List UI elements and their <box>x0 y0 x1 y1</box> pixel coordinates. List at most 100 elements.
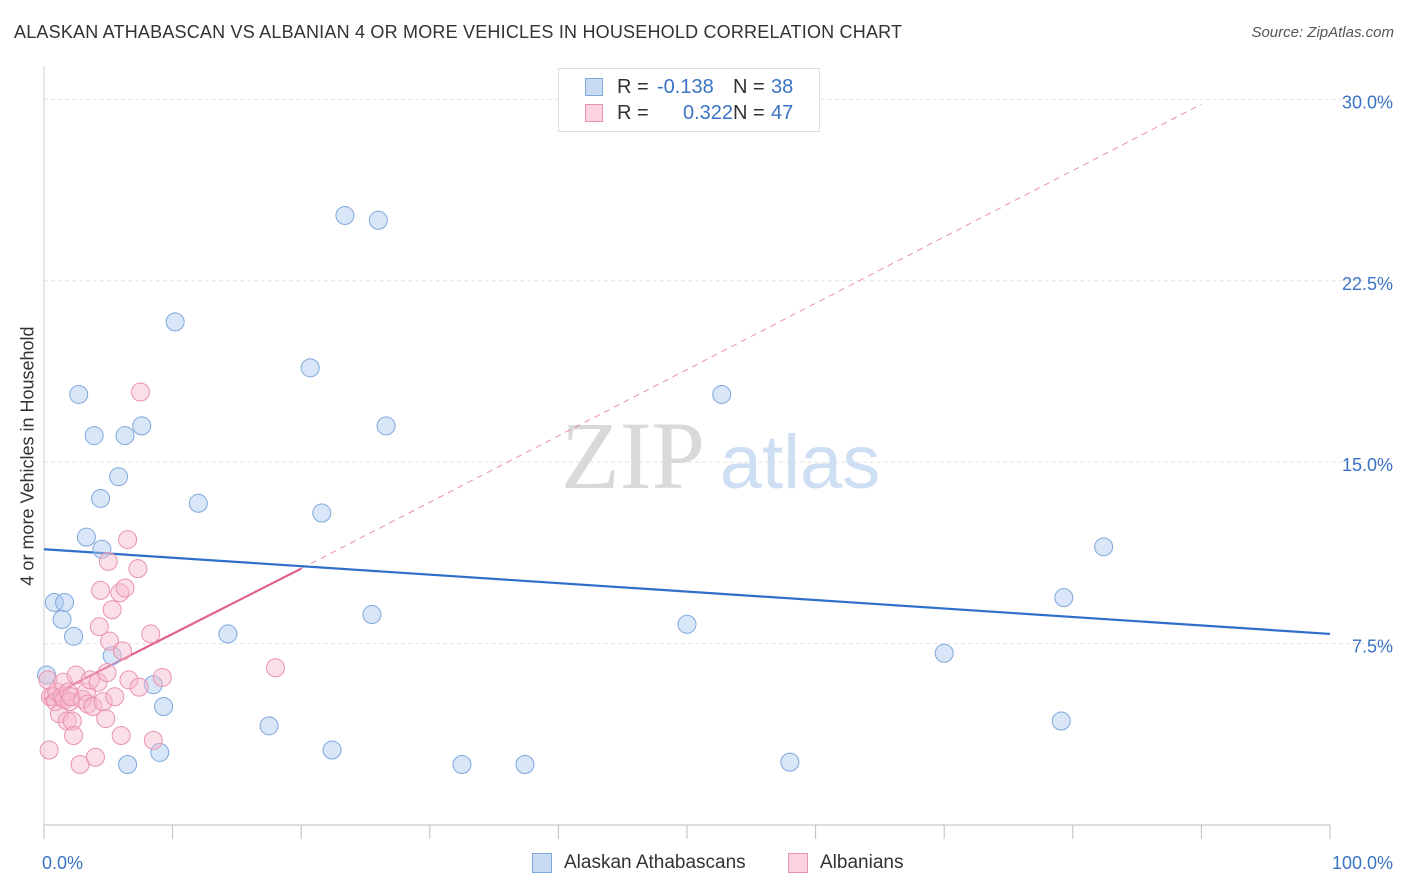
albanian-point <box>89 617 109 637</box>
legend-n-label: N = <box>733 102 765 124</box>
athabascan-point <box>165 312 185 332</box>
albanian-point <box>130 382 150 402</box>
athabascan-point <box>677 614 697 634</box>
athabascan-point <box>109 467 129 487</box>
athabascan-point <box>368 210 388 230</box>
athabascan-point <box>300 358 320 378</box>
albanian-point <box>97 663 117 683</box>
athabascan-point <box>376 416 396 436</box>
athabascan-point <box>1054 588 1074 608</box>
trend-line-1 <box>43 567 302 701</box>
albanian-point <box>119 670 139 690</box>
albanian-point <box>39 740 59 760</box>
points-layer <box>37 205 1114 775</box>
legend-swatch-athabascan <box>585 78 603 96</box>
legend-r-label: R = <box>617 102 649 124</box>
athabascan-point <box>934 643 954 663</box>
legend-r-value: 0.322 <box>683 102 734 124</box>
athabascan-point <box>150 742 170 762</box>
legend-n-value: 38 <box>771 76 794 98</box>
athabascan-point <box>64 626 84 646</box>
albanian-point <box>64 726 84 746</box>
albanian-point <box>66 665 86 685</box>
chart-title: ALASKAN ATHABASCAN VS ALBANIAN 4 OR MORE… <box>14 22 903 42</box>
y-tick-label: 15.0% <box>1342 455 1393 475</box>
grid-layer <box>44 98 1392 645</box>
x-tick-label: 100.0% <box>1332 853 1393 873</box>
athabascan-point <box>44 592 64 612</box>
athabascan-point <box>154 696 174 716</box>
trend-line-0 <box>43 548 1331 636</box>
albanian-point <box>129 677 149 697</box>
y-tick-label: 30.0% <box>1342 92 1393 112</box>
watermark: ZIP atlas <box>561 402 880 509</box>
legend-n-value: 47 <box>771 102 794 124</box>
albanian-point <box>102 600 122 620</box>
albanian-point <box>78 694 98 714</box>
bottom-legend-label-athabascan: Alaskan Athabascans <box>564 852 746 873</box>
athabascan-point <box>335 205 355 225</box>
albanian-point <box>265 658 285 678</box>
athabascan-point <box>84 426 104 446</box>
athabascan-point <box>115 426 135 446</box>
athabascan-point <box>312 503 332 523</box>
legend-swatch-albanian <box>585 104 603 122</box>
athabascan-point <box>322 740 342 760</box>
athabascan-point <box>452 755 472 775</box>
albanian-point <box>118 530 138 550</box>
athabascan-point <box>1051 711 1071 731</box>
albanian-point <box>91 580 111 600</box>
albanian-point <box>152 667 172 687</box>
albanian-point <box>61 687 81 707</box>
y-axis-label: 4 or more Vehicles in Household <box>17 326 38 586</box>
athabascan-point <box>52 609 72 629</box>
albanian-point <box>100 631 120 651</box>
tick-labels: 7.5% 15.0% 22.5% 30.0% 0.0% 100.0% <box>42 92 1393 873</box>
athabascan-point <box>515 755 535 775</box>
trend-extension-1 <box>300 103 1202 570</box>
albanian-point <box>105 687 125 707</box>
athabascan-point <box>259 716 279 736</box>
athabascan-point <box>188 493 208 513</box>
x-tick-label: 0.0% <box>42 853 83 873</box>
trend-layer <box>43 103 1331 701</box>
albanian-point <box>62 711 82 731</box>
legend-box: R = -0.138 N = 38 R = 0.322 N = 47 <box>558 68 820 132</box>
albanian-point <box>83 696 103 716</box>
athabascan-point <box>69 384 89 404</box>
albanian-point <box>96 709 116 729</box>
albanian-point <box>80 670 100 690</box>
albanian-point <box>70 755 90 775</box>
legend-r-value: -0.138 <box>657 76 714 98</box>
athabascan-point <box>76 527 96 547</box>
watermark-atlas: atlas <box>720 420 881 505</box>
albanian-point <box>128 559 148 579</box>
athabascan-point <box>118 755 138 775</box>
y-tick-label: 22.5% <box>1342 274 1393 294</box>
athabascan-point <box>91 488 111 508</box>
athabascan-point <box>1094 537 1114 557</box>
albanian-point <box>85 747 105 767</box>
athabascan-point <box>362 605 382 625</box>
athabascan-point <box>712 384 732 404</box>
athabascan-point <box>132 416 152 436</box>
albanian-point <box>115 578 135 598</box>
albanian-point <box>93 692 113 712</box>
source-label: Source: ZipAtlas.com <box>1251 24 1394 41</box>
albanian-point <box>111 726 131 746</box>
bottom-legend-swatch-athabascan <box>532 853 552 873</box>
albanian-point <box>57 711 77 731</box>
athabascan-point <box>780 752 800 772</box>
albanian-point <box>112 641 132 661</box>
athabascan-point <box>55 592 75 612</box>
albanian-point <box>98 551 118 571</box>
athabascan-point <box>92 539 112 559</box>
bottom-legend-label-albanian: Albanians <box>820 852 904 873</box>
albanian-point <box>141 624 161 644</box>
legend-n-label: N = <box>733 76 765 98</box>
y-tick-label: 7.5% <box>1352 637 1393 657</box>
albanian-point <box>143 730 163 750</box>
watermark-zip: ZIP <box>561 402 705 509</box>
athabascan-point <box>218 624 238 644</box>
